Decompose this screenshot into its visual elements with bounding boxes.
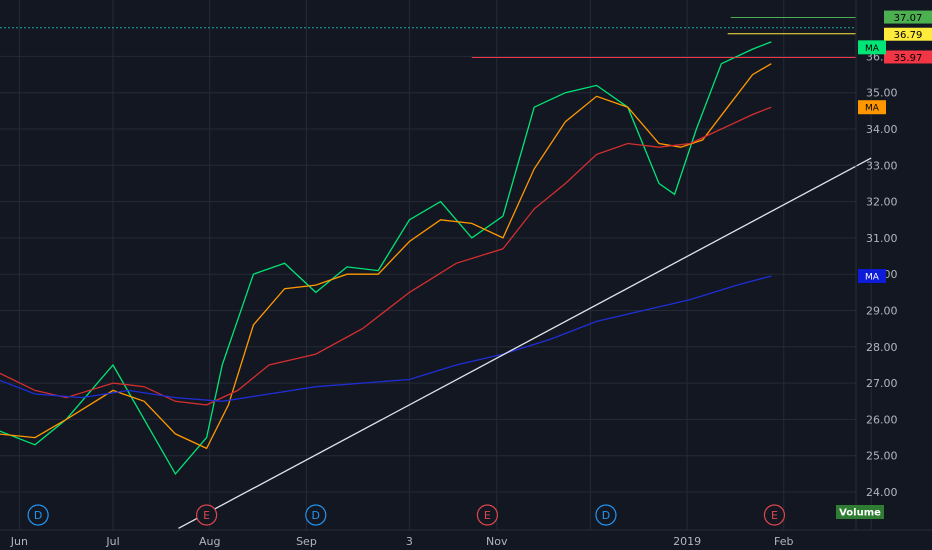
ma-tag	[858, 40, 886, 55]
time-tick-label: 2019	[673, 535, 701, 548]
time-axis[interactable]: JunJulAugSep3Nov2019FebApr	[10, 535, 932, 548]
event-marker[interactable]	[305, 504, 327, 526]
ma-tag	[858, 269, 886, 284]
time-tick-label: Feb	[774, 535, 793, 548]
price-tick-label: 24.00	[866, 486, 898, 499]
volume-label-tag: Volume	[836, 505, 884, 519]
event-marker-label: D	[34, 509, 42, 522]
ma-tag-label: MA	[865, 273, 880, 283]
event-marker[interactable]	[196, 504, 218, 526]
event-marker[interactable]	[595, 504, 617, 526]
price-tick-label: 33.00	[866, 159, 898, 172]
moving-averages	[0, 41, 772, 476]
price-tick-label: 34.00	[866, 123, 898, 136]
time-tick-label: 3	[406, 535, 413, 548]
trendline-segment	[178, 157, 872, 529]
price-tick-label: 35.00	[866, 87, 898, 100]
time-tick-label: Sep	[296, 535, 317, 548]
time-tick-label: Jul	[105, 535, 119, 548]
ma-line	[0, 275, 772, 402]
price-tick-label: 29.00	[866, 305, 898, 318]
event-marker[interactable]	[27, 504, 49, 526]
event-marker-label: D	[312, 509, 320, 522]
event-marker[interactable]	[476, 504, 498, 526]
price-tick-label: 27.00	[866, 377, 898, 390]
event-marker-label: D	[602, 509, 610, 522]
ma-tag-label: MA	[865, 44, 880, 54]
event-marker-label: E	[771, 509, 778, 522]
event-marker[interactable]	[763, 504, 786, 526]
ma-line	[0, 106, 772, 406]
price-tag-label: 36.79	[894, 30, 923, 41]
event-marker-label: E	[203, 509, 210, 522]
price-tag	[884, 50, 932, 64]
time-tick-label: Aug	[199, 535, 220, 548]
price-tag-label: 37.07	[894, 13, 923, 24]
price-tick-label: 28.00	[866, 341, 898, 354]
price-tick-label: 25.00	[866, 450, 898, 463]
axis-tags: 37.07 36.79 35.97 MA MA MA	[858, 10, 932, 284]
time-tick-label: Jun	[10, 535, 28, 548]
ma-line	[0, 41, 772, 476]
time-tick-label: Nov	[486, 535, 508, 548]
price-tick-label: 31.00	[866, 232, 898, 245]
volume-label: Volume	[839, 508, 881, 519]
trendline	[178, 157, 872, 529]
price-tag	[884, 27, 932, 41]
event-marker-label: E	[484, 509, 491, 522]
price-tag	[884, 10, 932, 24]
grid	[0, 0, 872, 530]
price-tick-label: 32.00	[866, 196, 898, 209]
horizontal-levels	[0, 17, 856, 58]
price-tag-label: 35.97	[894, 53, 923, 64]
ma-tag	[858, 100, 886, 115]
price-tick-label: 26.00	[866, 413, 898, 426]
ma-tag-label: MA	[865, 104, 880, 114]
